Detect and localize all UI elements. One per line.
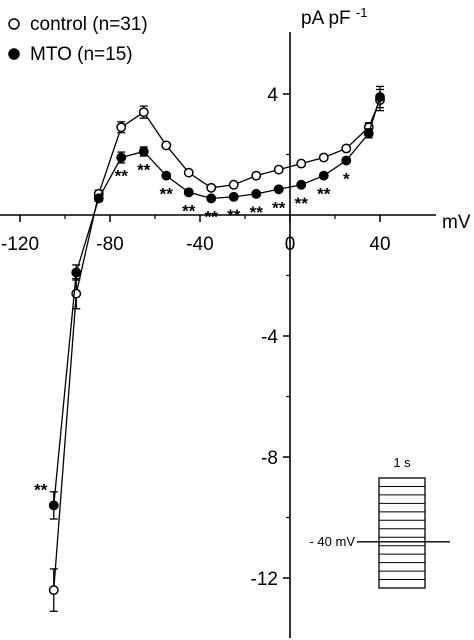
legend-marker (8, 48, 20, 60)
data-point (206, 193, 217, 204)
data-point (341, 155, 352, 166)
data-point (251, 188, 262, 199)
axes: -120 -80 -40 0 40 4 -4 -8 -12 mV pA pF -1 (0, 5, 471, 638)
series-line (53, 99, 381, 591)
x-tick-label: 40 (369, 234, 390, 255)
data-point (228, 179, 239, 190)
data-point (296, 158, 307, 169)
series-line (53, 96, 381, 506)
data-point (183, 187, 194, 198)
legend: control (n=31) MTO (n=15) (8, 14, 148, 65)
significance-mark: ** (250, 203, 264, 222)
x-tick-label: -40 (186, 234, 213, 255)
protocol-box (378, 477, 426, 589)
significance-mark: ** (317, 185, 331, 204)
significance-annotations: ** ****** ** ** ** ** ** ***** (34, 160, 350, 499)
y-tick-label: 4 (267, 85, 278, 106)
y-axis-label-superscript: -1 (356, 5, 368, 20)
significance-mark: ** (137, 160, 151, 179)
data-point (318, 152, 329, 163)
data-point (161, 140, 172, 151)
data-point (341, 143, 352, 154)
data-point (48, 585, 59, 596)
data-point (93, 193, 104, 204)
data-point (138, 146, 149, 157)
data-point (318, 170, 329, 181)
significance-mark: * (343, 170, 350, 189)
protocol-duration-label: 1 s (393, 455, 411, 470)
data-point (48, 500, 59, 511)
y-tick-label: -8 (261, 448, 278, 469)
protocol-holding-label: - 40 mV (309, 534, 355, 549)
data-point (116, 152, 127, 163)
data-point (71, 267, 82, 278)
significance-mark: ** (182, 201, 196, 220)
significance-mark: ** (295, 194, 309, 213)
y-tick-label: -4 (261, 327, 278, 348)
data-point (161, 170, 172, 181)
data-point (273, 164, 284, 175)
significance-mark: ** (205, 207, 219, 226)
data-point (363, 128, 374, 139)
data-point (228, 191, 239, 202)
significance-mark: ** (160, 185, 174, 204)
x-tick-label: -80 (96, 234, 123, 255)
data-point (251, 170, 262, 181)
series-mto (48, 85, 385, 520)
data-point (116, 122, 127, 133)
y-tick-label: -12 (251, 569, 278, 590)
significance-mark: ** (115, 167, 129, 186)
significance-mark: ** (272, 198, 286, 217)
legend-label: MTO (n=15) (30, 44, 133, 65)
data-point (375, 92, 385, 102)
voltage-protocol-inset: 1 s - 40 mV (309, 455, 450, 589)
data-point (138, 107, 149, 118)
x-tick-label: 0 (285, 234, 296, 255)
series-layer (48, 85, 385, 612)
data-point (273, 184, 284, 195)
y-axis-label: pA pF -1 (301, 5, 367, 29)
data-point (296, 179, 307, 190)
significance-mark: ** (34, 480, 48, 499)
data-point (206, 182, 217, 193)
legend-label: control (n=31) (30, 14, 148, 35)
data-point (183, 167, 194, 178)
x-axis-label: mV (442, 212, 471, 233)
legend-marker (8, 18, 20, 30)
x-tick-label: -120 (1, 234, 39, 255)
significance-mark: ** (227, 206, 241, 225)
